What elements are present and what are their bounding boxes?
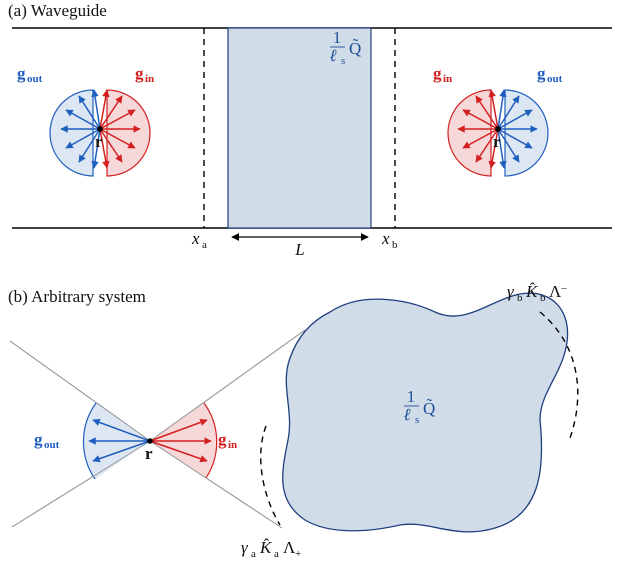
- g-in-label: g in: [433, 64, 452, 85]
- panel-a-title: (a) Waveguide: [8, 1, 107, 20]
- svg-text:γ: γ: [507, 282, 515, 301]
- g-out-label: g out: [17, 64, 43, 85]
- svg-text:Λ: Λ: [283, 538, 296, 557]
- svg-text:L: L: [294, 240, 304, 259]
- g-in-semicircle: [106, 89, 151, 177]
- svg-text:−: −: [561, 283, 567, 295]
- svg-text:ℓ: ℓ: [329, 46, 336, 65]
- g-in-semicircle: [447, 89, 492, 177]
- r-point: [97, 126, 103, 132]
- g-out-label: g out: [34, 430, 60, 451]
- g-in-arrows: [149, 418, 212, 463]
- svg-text:a: a: [251, 548, 256, 560]
- left-detector: r g out g in: [17, 64, 154, 177]
- svg-text:out: out: [27, 73, 43, 85]
- svg-text:x: x: [381, 229, 390, 248]
- r-point: [147, 438, 153, 444]
- g-out-arrows: [88, 418, 151, 463]
- svg-text:x: x: [191, 229, 200, 248]
- svg-text:γ: γ: [241, 538, 249, 557]
- svg-text:g: g: [537, 64, 546, 83]
- svg-text:g: g: [218, 430, 227, 449]
- svg-text:Q̃: Q̃: [349, 39, 361, 58]
- svg-text:1: 1: [407, 387, 416, 406]
- svg-text:b: b: [540, 292, 546, 304]
- g-out-semicircle: [49, 89, 94, 177]
- r-label: r: [145, 444, 153, 463]
- g-out-arc: [82, 402, 97, 480]
- g-out-arrows: [497, 89, 538, 169]
- g-in-arc: [203, 402, 218, 479]
- x-b-label: x b: [381, 229, 398, 251]
- g-in-arrows: [457, 89, 499, 169]
- ka-dashed-arc: [260, 425, 281, 526]
- svg-text:K̂: K̂: [259, 538, 273, 557]
- g-out-semicircle: [504, 89, 549, 177]
- kb-dashed-arc: [539, 311, 579, 439]
- r-point: [495, 126, 501, 132]
- g-in-label: g in: [218, 430, 237, 451]
- scatterer-label-a: 1 ℓ s Q̃: [329, 28, 361, 67]
- svg-text:+: +: [295, 548, 301, 560]
- svg-text:ℓ: ℓ: [403, 405, 410, 424]
- scatterer-label-b: 1 ℓ s Q̃: [403, 387, 435, 426]
- svg-text:in: in: [443, 73, 452, 85]
- g-out-arrows: [60, 89, 101, 169]
- right-detector: r g in g out: [433, 64, 563, 177]
- svg-text:out: out: [44, 439, 60, 451]
- svg-text:Q̃: Q̃: [423, 399, 435, 418]
- panel-b-title: (b) Arbitrary system: [8, 287, 146, 306]
- scatterer-region: [227, 27, 372, 229]
- svg-text:s: s: [415, 414, 419, 426]
- ka-label: γ a K̂ a Λ +: [241, 538, 301, 560]
- g-in-label: g in: [135, 64, 154, 85]
- length-label: L: [294, 240, 304, 259]
- svg-text:g: g: [135, 64, 144, 83]
- x-a-label: x a: [191, 229, 207, 251]
- g-out-label: g out: [537, 64, 563, 85]
- svg-text:b: b: [517, 292, 523, 304]
- svg-text:1: 1: [333, 28, 342, 47]
- g-in-arrows: [99, 89, 141, 169]
- detector-b: r g out g in: [9, 329, 306, 529]
- svg-text:a: a: [202, 239, 207, 251]
- svg-text:a: a: [274, 548, 279, 560]
- scatterer-blob: [282, 292, 569, 533]
- r-label: r: [95, 132, 103, 151]
- svg-text:s: s: [341, 55, 345, 67]
- svg-text:g: g: [17, 64, 26, 83]
- svg-text:b: b: [392, 239, 398, 251]
- svg-text:in: in: [228, 439, 237, 451]
- svg-text:in: in: [145, 73, 154, 85]
- svg-text:K̂: K̂: [525, 282, 539, 301]
- svg-text:g: g: [433, 64, 442, 83]
- kb-label: γ b K̂ b Λ −: [507, 282, 567, 304]
- r-label: r: [493, 132, 501, 151]
- svg-text:Λ: Λ: [549, 282, 562, 301]
- svg-text:out: out: [547, 73, 563, 85]
- svg-text:g: g: [34, 430, 43, 449]
